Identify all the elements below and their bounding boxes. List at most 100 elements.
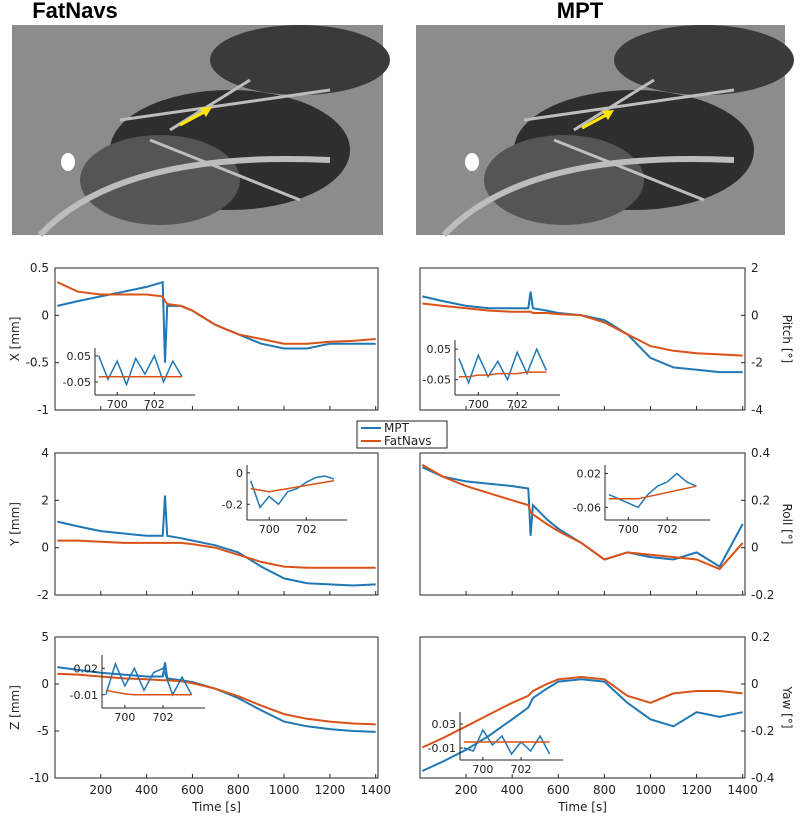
y-axis-label: Y [mm] xyxy=(8,502,22,547)
plot: -2 0 2 4 Y [mm] xyxy=(8,446,379,602)
data-line xyxy=(458,347,548,385)
data-line xyxy=(105,661,193,697)
y-tick-label: 4 xyxy=(41,446,49,460)
x-tick-label: 1400 xyxy=(727,783,758,797)
inset-x-tick-label: 702 xyxy=(153,711,174,724)
y-tick-label: -4 xyxy=(751,403,763,417)
y-tick-label: 0 xyxy=(751,541,759,555)
y-tick-label: -1 xyxy=(37,403,49,417)
y-tick-label: 2 xyxy=(41,493,49,507)
inset-x-tick-label: 700 xyxy=(107,398,128,411)
inset-y-tick-label: 0.03 xyxy=(432,718,457,731)
inset-y-tick-label: -0.01 xyxy=(70,689,98,702)
data-line xyxy=(458,371,547,378)
data-line xyxy=(98,353,183,387)
x-tick-label: 1200 xyxy=(681,783,712,797)
y-tick-label: 0.4 xyxy=(751,446,770,460)
inset: 700 702 0.02 -0.06 xyxy=(573,465,710,536)
data-line xyxy=(608,485,697,500)
data-line xyxy=(57,672,376,726)
plot: 200 400 600 800 1000 1200 1400 -10 -5 0 5 Z [mm] Tim… xyxy=(8,630,391,814)
data-line xyxy=(57,495,376,587)
inset-y-tick-label: 0.02 xyxy=(577,467,602,480)
plot-area xyxy=(54,452,379,596)
data-line xyxy=(250,479,335,493)
data-line xyxy=(421,463,744,571)
x-axis-label: Time [s] xyxy=(557,800,607,814)
y-tick-label: 2 xyxy=(751,261,759,275)
y-tick-label: 0 xyxy=(41,308,49,322)
x-tick-label: 1000 xyxy=(269,783,300,797)
data-line xyxy=(463,728,551,756)
x-tick-label: 800 xyxy=(227,783,250,797)
plot: -0.2 0 0.2 0.4 Roll [°] xyxy=(419,446,794,602)
data-line xyxy=(421,675,743,749)
y-tick-label: 0 xyxy=(41,541,49,555)
legend-label: MPT xyxy=(384,421,410,435)
inset-y-tick-label: 0.05 xyxy=(427,343,452,356)
y-tick-label: 0 xyxy=(751,677,759,691)
y-tick-label: -10 xyxy=(29,771,49,785)
inset: 700 702 0.03 -0.01 xyxy=(428,712,563,776)
x-axis-label: Time [s] xyxy=(191,800,241,814)
data-line xyxy=(421,678,743,772)
inset: 700 702 0.02 -0.01 xyxy=(70,655,205,724)
y-axis-label: Roll [°] xyxy=(780,504,794,545)
x-tick-label: 600 xyxy=(181,783,204,797)
inset-x-tick-label: 702 xyxy=(144,398,165,411)
inset: 700 702 0.05 -0.05 xyxy=(423,340,560,411)
y-tick-label: 0 xyxy=(751,308,759,322)
inset-y-tick-label: -0.06 xyxy=(573,501,601,514)
legend-label: FatNavs xyxy=(384,434,432,448)
panel-title: MPT xyxy=(557,0,604,23)
panel-title: FatNavs xyxy=(32,0,118,23)
plot: 200 400 600 800 1000 1200 1400-0.4 -0.2 0 0.2 Yaw … xyxy=(419,630,794,814)
plot-area xyxy=(419,267,746,411)
data-line xyxy=(422,302,743,357)
x-tick-label: 600 xyxy=(547,783,570,797)
x-tick-label: 400 xyxy=(135,783,158,797)
y-tick-label: 0.2 xyxy=(751,630,770,644)
data-line xyxy=(249,475,335,509)
inset-x-tick-label: 700 xyxy=(472,763,493,776)
inset: 700 702 0 -0.2 xyxy=(222,465,347,536)
inset-x-tick-label: 700 xyxy=(468,398,489,411)
data-line xyxy=(608,472,697,509)
inset-y-tick-label: 0 xyxy=(236,467,243,480)
y-tick-label: -0.2 xyxy=(751,724,774,738)
x-tick-label: 200 xyxy=(89,783,112,797)
y-axis-label: X [mm] xyxy=(8,317,22,362)
inset-y-tick-label: 0.02 xyxy=(74,662,99,675)
inset-x-tick-label: 702 xyxy=(511,763,532,776)
y-axis-label: Z [mm] xyxy=(8,685,22,730)
y-tick-label: -5 xyxy=(37,724,49,738)
inset-x-tick-label: 702 xyxy=(507,398,528,411)
y-tick-label: 0 xyxy=(41,677,49,691)
x-tick-label: 800 xyxy=(593,783,616,797)
inset-x-tick-label: 702 xyxy=(657,523,678,536)
inset-x-tick-label: 700 xyxy=(618,523,639,536)
y-tick-label: -0.2 xyxy=(751,588,774,602)
y-tick-label: -0.4 xyxy=(751,771,774,785)
inset-x-tick-label: 700 xyxy=(114,711,135,724)
x-tick-label: 200 xyxy=(455,783,478,797)
y-tick-label: -2 xyxy=(751,356,763,370)
data-line xyxy=(105,689,192,696)
y-tick-label: 0.5 xyxy=(30,261,49,275)
x-tick-label: 400 xyxy=(501,783,524,797)
plot: -4 -2 0 2 Pitch [°] xyxy=(419,261,794,417)
x-tick-label: 1000 xyxy=(635,783,666,797)
y-tick-label: -2 xyxy=(37,588,49,602)
mri-image xyxy=(416,25,794,238)
y-tick-label: 5 xyxy=(41,630,49,644)
legend-box xyxy=(356,420,448,449)
inset-x-tick-label: 700 xyxy=(259,523,280,536)
y-axis-label: Yaw [°] xyxy=(780,685,794,728)
inset-y-tick-label: 0.05 xyxy=(67,350,92,363)
mri-image xyxy=(12,25,390,238)
data-line xyxy=(57,539,376,569)
data-line xyxy=(56,281,376,345)
inset-y-tick-label: -0.05 xyxy=(423,374,451,387)
